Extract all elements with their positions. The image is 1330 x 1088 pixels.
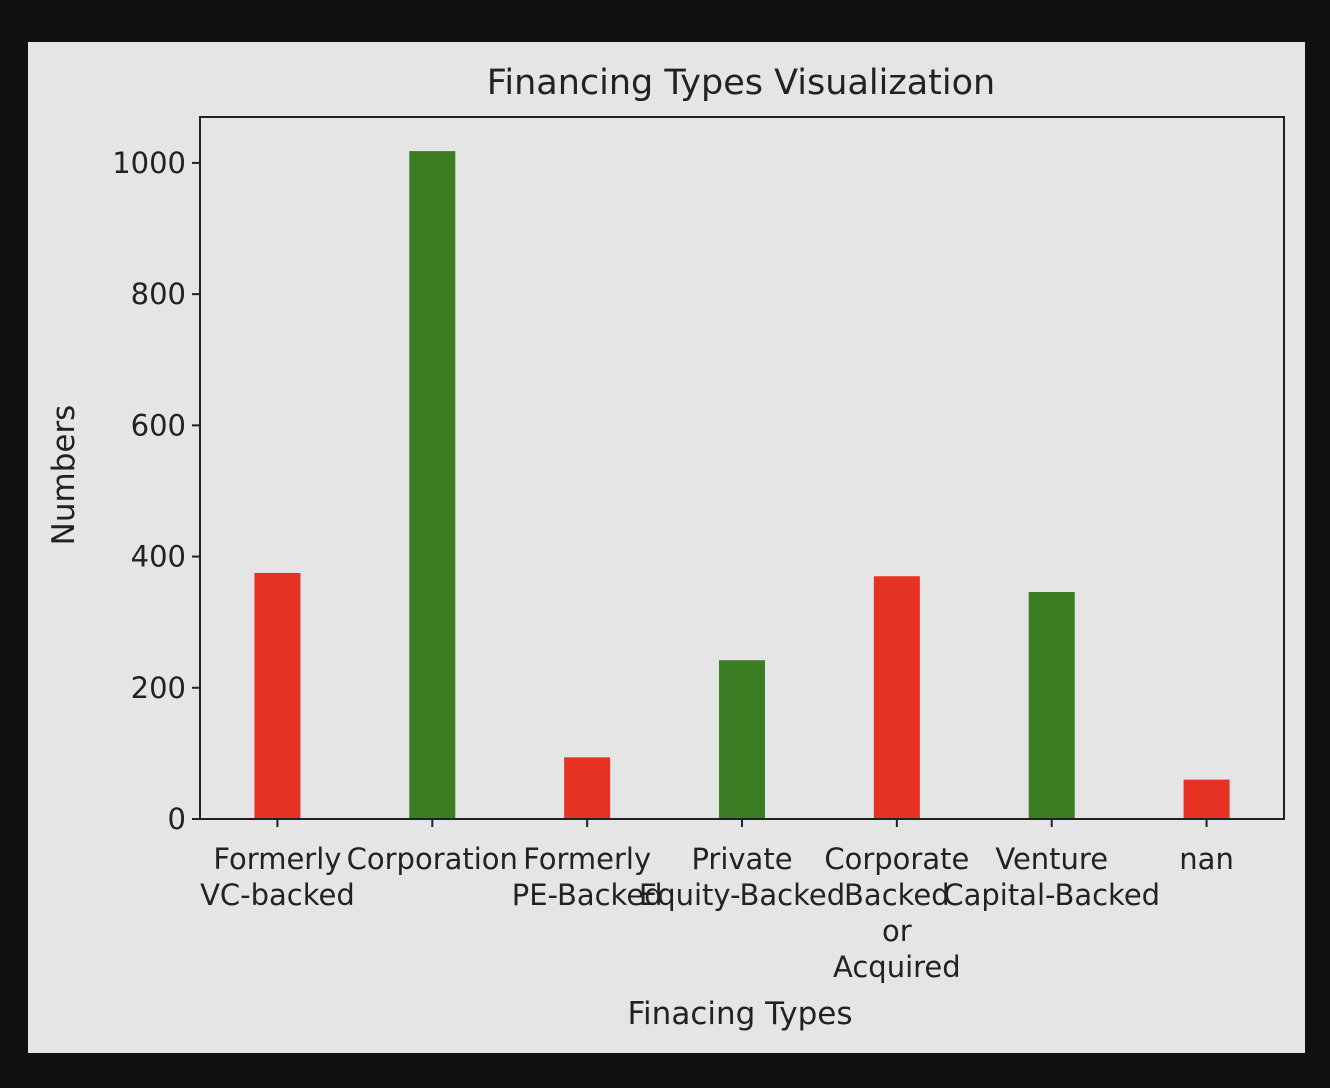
x-tick-label-line: Corporation xyxy=(347,842,518,876)
bar-5 xyxy=(1028,591,1075,819)
y-axis-label: Numbers xyxy=(46,405,82,546)
x-tick-label-line: Equity-Backed xyxy=(639,878,845,912)
x-tick-label-line: PE-Backed xyxy=(512,878,663,912)
chart-title: Financing Types Visualization xyxy=(487,63,995,103)
y-tick-label: 0 xyxy=(168,802,186,836)
y-axis-ticks: 0 200 400 600 800 1000 xyxy=(112,146,200,836)
y-tick-label: 1000 xyxy=(112,146,186,180)
x-tick-label: Venture Capital-Backed xyxy=(943,842,1160,912)
x-tick-label: Private Equity-Backed xyxy=(639,842,845,912)
y-tick-label: 800 xyxy=(131,277,186,311)
x-tick-label-line: Corporate xyxy=(824,842,969,876)
x-tick-label-line: Venture xyxy=(995,842,1108,876)
bars-group xyxy=(254,151,1230,819)
x-tick-label: Formerly PE-Backed xyxy=(512,842,663,912)
plot-frame xyxy=(199,116,1285,820)
bar-4 xyxy=(873,576,920,819)
x-tick-label-line: nan xyxy=(1179,842,1234,876)
x-tick-label-line: VC-backed xyxy=(200,878,355,912)
x-tick-label-line: Capital-Backed xyxy=(943,878,1160,912)
x-tick-label-line: Private xyxy=(691,842,792,876)
x-tick-label: Formerly VC-backed xyxy=(200,842,355,912)
x-tick-label-line: Formerly xyxy=(213,842,341,876)
x-tick-label-line: Formerly xyxy=(523,842,651,876)
bar-3 xyxy=(719,660,765,819)
x-tick-label-line: or xyxy=(882,914,912,948)
x-axis-label: Finacing Types xyxy=(627,996,852,1032)
bar-6 xyxy=(1183,779,1230,819)
chart-figure: Financing Types Visualization Numbers Fi… xyxy=(28,42,1305,1053)
x-tick-label: nan xyxy=(1179,842,1234,876)
bar-2 xyxy=(564,757,611,819)
x-tick-label: Corporation xyxy=(347,842,518,876)
y-tick-label: 200 xyxy=(131,671,186,705)
y-tick-label: 400 xyxy=(131,540,186,574)
x-tick-label-line: Acquired xyxy=(833,950,961,984)
y-tick-label: 600 xyxy=(131,408,186,442)
x-tick-label-line: Backed xyxy=(844,878,950,912)
bar-chart: Financing Types Visualization Numbers Fi… xyxy=(46,63,1285,1032)
bar-0 xyxy=(254,572,301,819)
bar-1 xyxy=(409,151,456,819)
x-tick-label: Corporate Backed or Acquired xyxy=(824,842,969,984)
